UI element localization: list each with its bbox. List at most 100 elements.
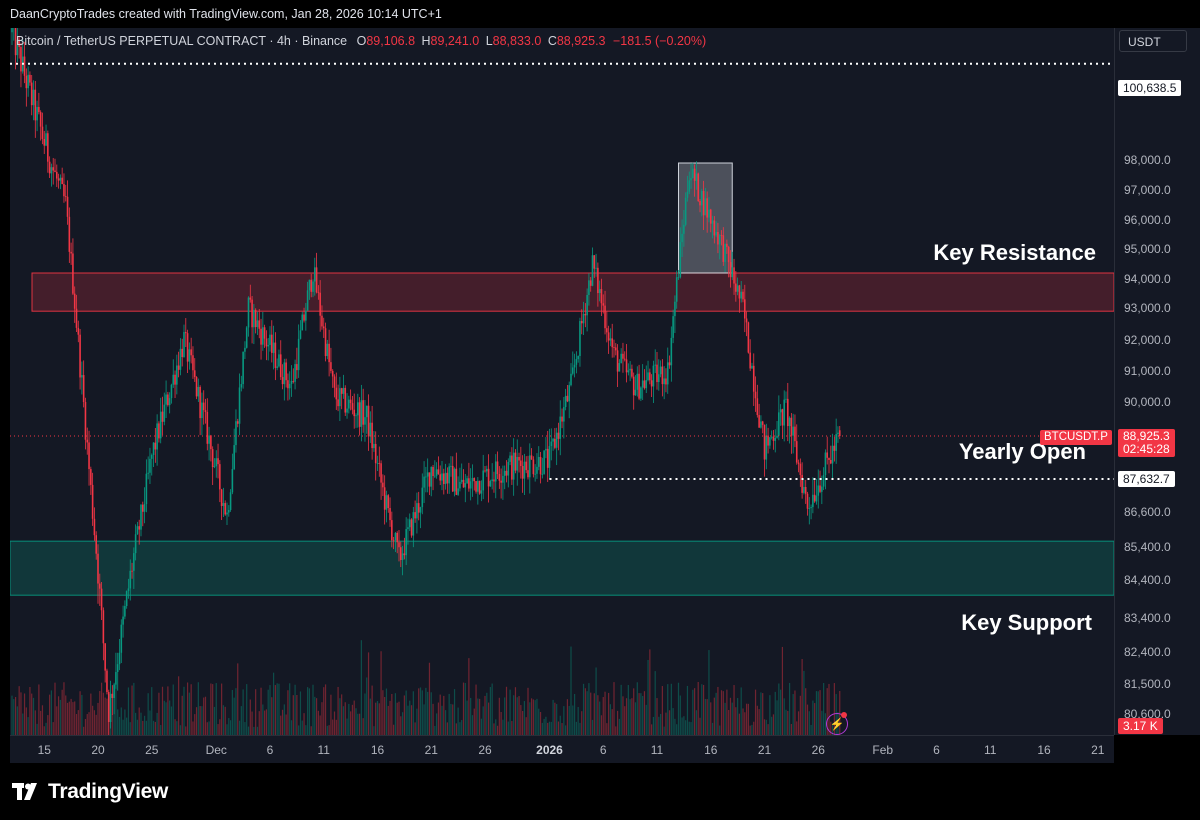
candle-body xyxy=(306,290,309,311)
chart-pane[interactable]: Bitcoin / TetherUS PERPETUAL CONTRACT · … xyxy=(10,28,1114,735)
candle-body xyxy=(794,426,796,442)
candle-body xyxy=(473,477,476,482)
candle-body xyxy=(729,262,732,278)
candle-body xyxy=(788,417,791,427)
candle-body xyxy=(159,411,162,439)
candle-body xyxy=(102,610,105,644)
price-plot[interactable] xyxy=(10,28,1114,735)
volume-bar xyxy=(247,726,250,735)
volume-bar xyxy=(495,719,497,735)
candle-body xyxy=(192,355,194,371)
candle-body xyxy=(256,320,259,328)
candle-body xyxy=(511,455,513,480)
candle-body xyxy=(190,349,192,356)
candle-body xyxy=(521,466,524,479)
volume-bar xyxy=(805,688,807,735)
candle-body xyxy=(340,388,343,394)
volume-bar xyxy=(131,685,133,735)
candle-body xyxy=(631,368,633,377)
volume-bar xyxy=(520,705,522,735)
volume-bar xyxy=(264,710,266,735)
candle-body xyxy=(516,456,519,471)
candle-body xyxy=(36,106,38,121)
candle-body xyxy=(253,309,255,328)
candle-body xyxy=(16,39,19,56)
volume-bar xyxy=(31,693,33,735)
volume-bar xyxy=(745,703,748,735)
volume-bar xyxy=(192,721,194,735)
countdown: 02:45:28 xyxy=(1123,442,1170,456)
volume-bar xyxy=(719,725,721,735)
volume-bar xyxy=(541,722,543,735)
volume-bar xyxy=(167,686,169,735)
volume-bar xyxy=(593,693,595,735)
volume-bar xyxy=(226,724,228,735)
candle-body xyxy=(95,535,98,554)
candle-body xyxy=(632,376,635,396)
time-axis[interactable]: 15 20 25 Dec 6 11 16 21 26 2026 6 11 16 21 26 Feb 6 11 16 2… xyxy=(10,735,1114,764)
candle-body xyxy=(319,292,321,316)
candle-body xyxy=(125,591,128,607)
volume-bar xyxy=(783,698,785,735)
candle-body xyxy=(25,75,28,89)
volume-bar xyxy=(577,706,579,735)
volume-bar xyxy=(118,716,121,735)
volume-bar xyxy=(389,700,391,735)
volume-bar xyxy=(550,721,552,735)
volume-bar xyxy=(814,703,816,735)
volume-bar xyxy=(369,698,371,735)
volume-bar xyxy=(453,689,456,735)
volume-bar xyxy=(796,721,798,735)
candle-body xyxy=(98,583,101,589)
candle-body xyxy=(330,362,332,371)
volume-bar xyxy=(11,695,13,735)
candle-body xyxy=(262,327,264,345)
candle-body xyxy=(152,442,155,456)
candle-body xyxy=(736,285,739,292)
volume-bar xyxy=(43,726,45,735)
candle-body xyxy=(328,343,330,363)
volume-bar xyxy=(353,700,355,735)
candle-body xyxy=(20,46,22,72)
candle-body xyxy=(308,279,311,291)
candle-body xyxy=(224,503,227,515)
volume-bar xyxy=(663,726,665,735)
volume-bar xyxy=(785,709,787,735)
candle-body xyxy=(161,411,164,422)
volume-bar xyxy=(819,690,821,735)
candle-body xyxy=(211,449,214,468)
volume-bar xyxy=(452,704,454,735)
volume-bar xyxy=(643,691,646,735)
candle-body xyxy=(731,267,734,278)
volume-bar xyxy=(772,714,775,735)
currency-button[interactable]: USDT xyxy=(1119,30,1187,52)
tradingview-logo[interactable]: TradingView xyxy=(12,779,168,805)
volume-bar xyxy=(701,684,703,735)
volume-bar xyxy=(219,719,221,735)
volume-bar xyxy=(769,695,771,735)
volume-bar xyxy=(199,706,201,735)
volume-bar xyxy=(190,684,192,735)
volume-bar xyxy=(240,706,242,735)
annotation-key-resistance: Key Resistance xyxy=(933,240,1096,265)
volume-bar xyxy=(801,659,803,735)
candle-body xyxy=(446,472,449,484)
price-axis[interactable]: USDT 100,000.098,000.097,000.096,000.095… xyxy=(1114,28,1200,735)
volume-bar xyxy=(450,703,452,735)
lightning-icon[interactable]: ⚡ xyxy=(826,713,848,735)
volume-bar xyxy=(747,703,749,735)
volume-bar xyxy=(824,713,827,735)
candle-body xyxy=(659,366,662,375)
volume-bar xyxy=(740,687,742,735)
volume-bar xyxy=(787,710,789,735)
candle-body xyxy=(468,478,470,489)
volume-bar xyxy=(586,691,588,735)
candle-body xyxy=(614,347,617,351)
candle-body xyxy=(90,469,92,485)
volume-bar xyxy=(138,707,140,735)
candle-body xyxy=(378,462,381,464)
candle-body xyxy=(43,138,46,146)
candle-body xyxy=(326,343,329,357)
legend-open-key: O xyxy=(356,34,367,48)
candle-body xyxy=(116,664,119,673)
